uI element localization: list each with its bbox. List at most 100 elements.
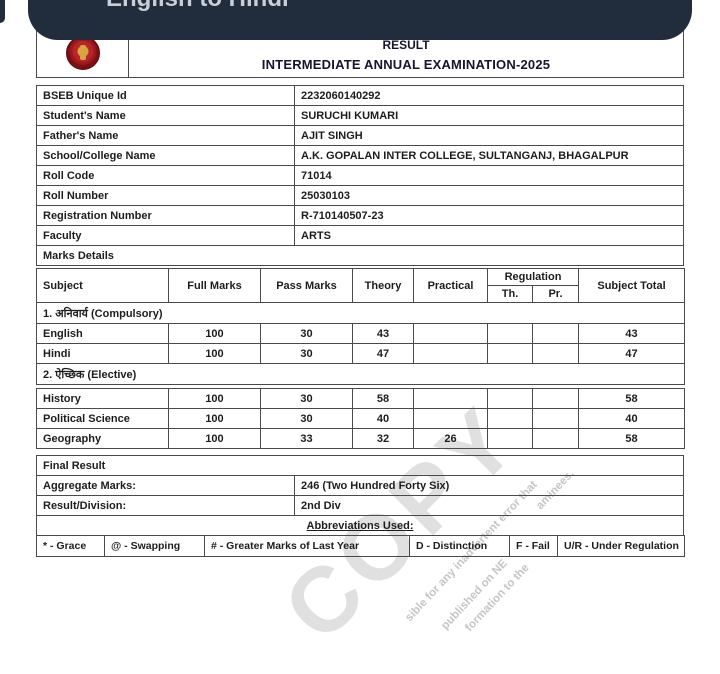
table-row: History 100 30 58 58 <box>36 388 685 409</box>
abbreviations-table: * - Grace @ - Swapping # - Greater Marks… <box>36 535 685 557</box>
info-value: A.K. GOPALAN INTER COLLEGE, SULTANGANJ, … <box>294 145 684 166</box>
section-title-elective: 2. ऐच्छिक (Elective) <box>36 363 685 385</box>
col-header-subject: Subject <box>36 268 169 303</box>
col-header-pass-marks: Pass Marks <box>260 268 353 303</box>
full-marks: 100 <box>168 388 261 409</box>
info-label: Student's Name <box>36 105 295 126</box>
result-title: RESULT <box>382 38 430 52</box>
info-value: R-710140507-23 <box>294 205 684 226</box>
info-value: 2232060140292 <box>294 85 684 106</box>
info-value: AJIT SINGH <box>294 125 684 146</box>
subject-total: 43 <box>578 323 685 344</box>
info-label: Registration Number <box>36 205 295 226</box>
table-row: Student's Name SURUCHI KUMARI <box>36 105 684 126</box>
regulation-th <box>487 408 533 429</box>
marks-table-compulsory: Subject Full Marks Pass Marks Theory Pra… <box>36 268 685 385</box>
table-row: Roll Number 25030103 <box>36 185 684 206</box>
col-header-regulation: Regulation <box>487 268 579 286</box>
subject-name: Political Science <box>36 408 169 429</box>
abbr-fail: F - Fail <box>509 535 558 557</box>
info-value: SURUCHI KUMARI <box>294 105 684 126</box>
info-value: ARTS <box>294 225 684 246</box>
abbr-greater-marks: # - Greater Marks of Last Year <box>204 535 410 557</box>
abbr-under-regulation: U/R - Under Regulation <box>557 535 685 557</box>
col-header-theory: Theory <box>352 268 414 303</box>
marks-table-elective: History 100 30 58 58 Political Science 1… <box>36 388 685 449</box>
subject-name: Hindi <box>36 343 169 364</box>
abbreviations-row: * - Grace @ - Swapping # - Greater Marks… <box>36 535 685 557</box>
student-info-table: BSEB Unique Id 2232060140292 Student's N… <box>36 85 684 266</box>
practical-marks: 26 <box>413 428 488 449</box>
table-row: Father's Name AJIT SINGH <box>36 125 684 146</box>
subject-name: Geography <box>36 428 169 449</box>
table-row: Aggregate Marks: 246 (Two Hundred Forty … <box>36 475 684 496</box>
theory-marks: 47 <box>352 343 414 364</box>
col-header-subject-total: Subject Total <box>578 268 685 303</box>
full-marks: 100 <box>168 428 261 449</box>
bseb-seal-logo-icon <box>66 36 100 70</box>
marks-details-label: Marks Details <box>36 245 684 266</box>
table-row: Faculty ARTS <box>36 225 684 246</box>
info-label: Faculty <box>36 225 295 246</box>
section-title-row: 1. अनिवार्य (Compulsory) <box>36 302 685 324</box>
col-header-full-marks: Full Marks <box>168 268 261 303</box>
practical-marks <box>413 408 488 429</box>
abbr-swapping: @ - Swapping <box>104 535 205 557</box>
practical-marks <box>413 388 488 409</box>
table-row: Registration Number R-710140507-23 <box>36 205 684 226</box>
table-row: Roll Code 71014 <box>36 165 684 186</box>
table-row: English 100 30 43 43 <box>36 323 685 344</box>
table-row: Result/Division: 2nd Div <box>36 495 684 516</box>
table-row: School/College Name A.K. GOPALAN INTER C… <box>36 145 684 166</box>
section-title-row: 2. ऐच्छिक (Elective) <box>36 363 685 385</box>
subject-name: History <box>36 388 169 409</box>
regulation-pr <box>532 428 579 449</box>
info-label: Roll Code <box>36 165 295 186</box>
table-row: BSEB Unique Id 2232060140292 <box>36 85 684 106</box>
theory-marks: 58 <box>352 388 414 409</box>
subject-total: 58 <box>578 388 685 409</box>
theory-marks: 43 <box>352 323 414 344</box>
section-title-compulsory: 1. अनिवार्य (Compulsory) <box>36 302 685 324</box>
subject-name: English <box>36 323 169 344</box>
subject-total: 47 <box>578 343 685 364</box>
pass-marks: 30 <box>260 388 353 409</box>
regulation-th <box>487 388 533 409</box>
info-value: 25030103 <box>294 185 684 206</box>
col-header-practical: Practical <box>413 268 488 303</box>
pass-marks: 30 <box>260 343 353 364</box>
marks-details-row: Marks Details <box>36 245 684 266</box>
pass-marks: 30 <box>260 408 353 429</box>
corner-overlay-fragment <box>0 0 5 23</box>
regulation-th <box>487 428 533 449</box>
aggregate-marks-label: Aggregate Marks: <box>36 475 295 496</box>
pass-marks: 30 <box>260 323 353 344</box>
full-marks: 100 <box>168 408 261 429</box>
regulation-pr <box>532 408 579 429</box>
table-row: Geography 100 33 32 26 58 <box>36 428 685 449</box>
abbr-grace: * - Grace <box>36 535 105 557</box>
result-division-value: 2nd Div <box>294 495 684 516</box>
subject-total: 40 <box>578 408 685 429</box>
result-division-label: Result/Division: <box>36 495 295 516</box>
final-result-row: Final Result <box>36 455 684 476</box>
practical-marks <box>413 343 488 364</box>
theory-marks: 32 <box>352 428 414 449</box>
subject-total: 58 <box>578 428 685 449</box>
final-result-label: Final Result <box>36 455 684 476</box>
marks-header-row: Subject Full Marks Pass Marks Theory Pra… <box>36 268 685 303</box>
abbr-distinction: D - Distinction <box>409 535 510 557</box>
theory-marks: 40 <box>352 408 414 429</box>
col-header-th: Th. <box>487 285 533 303</box>
info-value: 71014 <box>294 165 684 186</box>
col-header-pr: Pr. <box>532 285 579 303</box>
regulation-th <box>487 343 533 364</box>
full-marks: 100 <box>168 343 261 364</box>
exam-title: INTERMEDIATE ANNUAL EXAMINATION-2025 <box>261 57 551 72</box>
full-marks: 100 <box>168 323 261 344</box>
aggregate-marks-value: 246 (Two Hundred Forty Six) <box>294 475 684 496</box>
regulation-th <box>487 323 533 344</box>
info-label: BSEB Unique Id <box>36 85 295 106</box>
table-row: Hindi 100 30 47 47 <box>36 343 685 364</box>
translate-overlay-banner[interactable]: English to Hindi <box>28 0 692 40</box>
